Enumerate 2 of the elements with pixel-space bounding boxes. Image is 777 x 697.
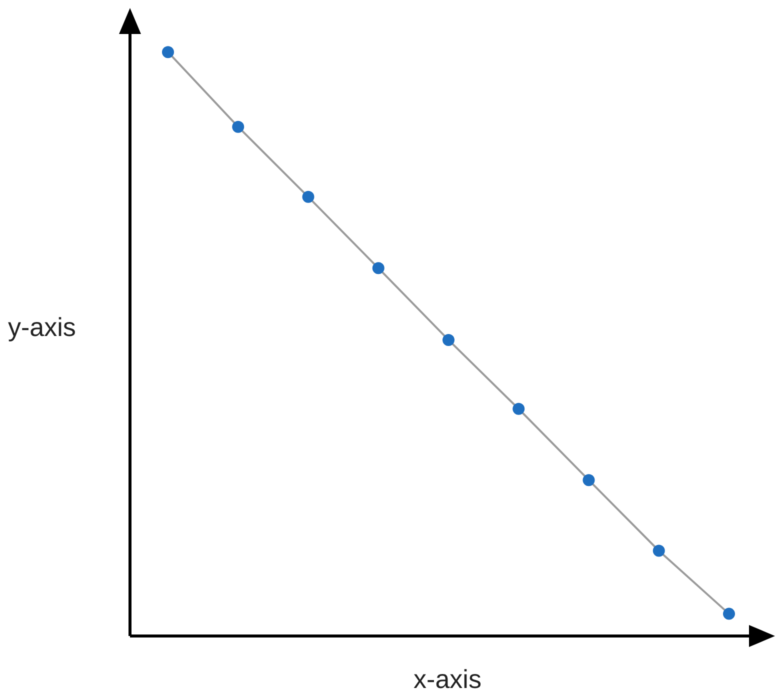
x-axis-title: x-axis: [414, 664, 482, 694]
y-axis-title: y-axis: [8, 312, 76, 342]
